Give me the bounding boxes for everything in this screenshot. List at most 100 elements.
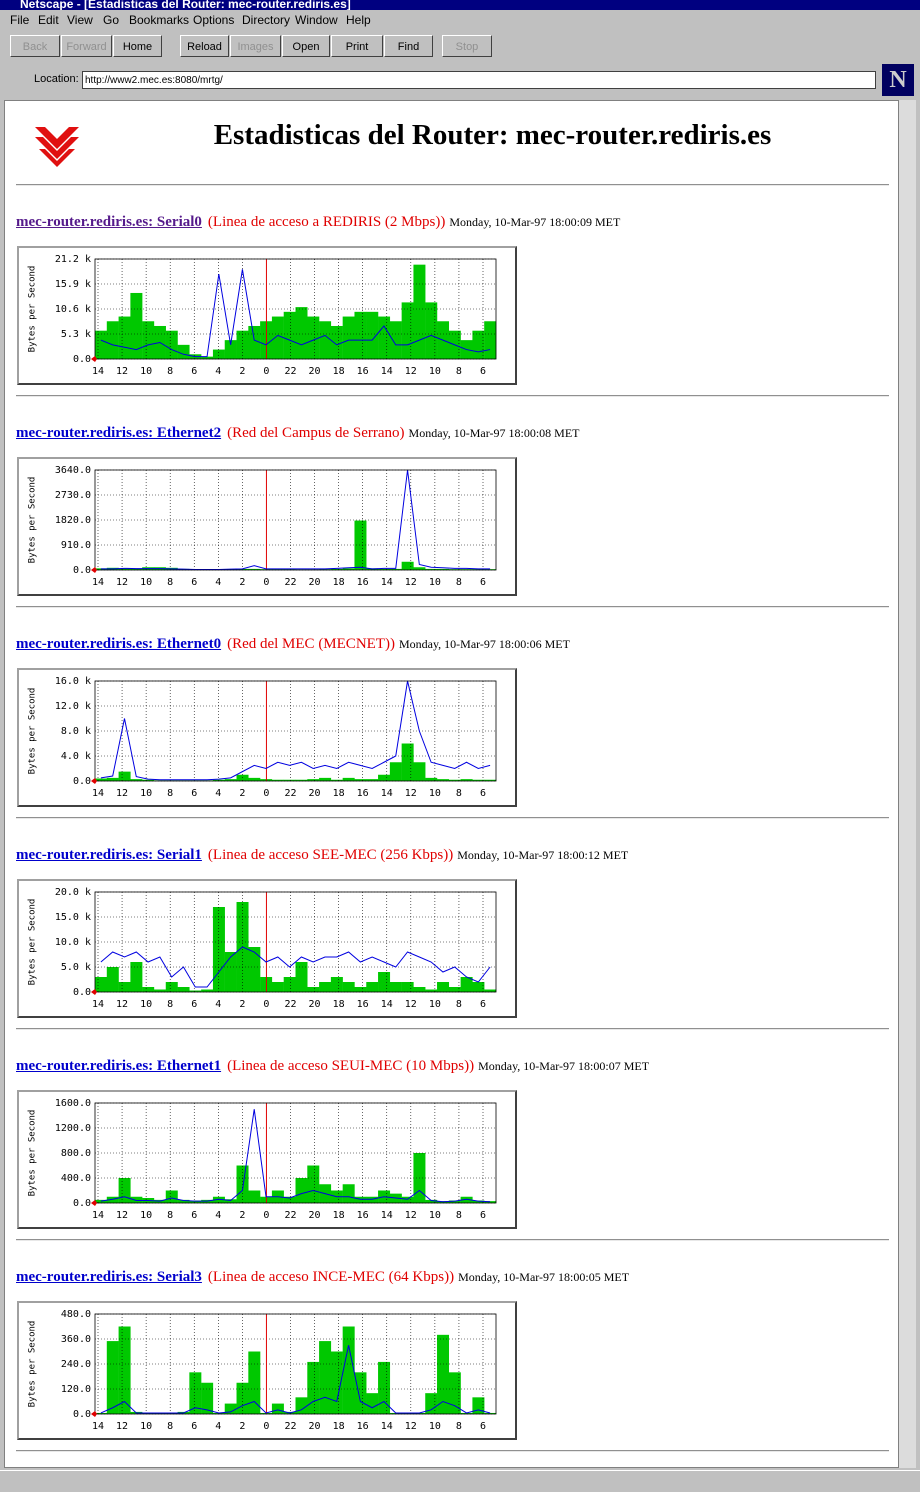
scrollbar[interactable] — [899, 100, 916, 1468]
x-tick-label: 12 — [405, 788, 417, 799]
x-tick-label: 2 — [239, 1210, 245, 1221]
graph-link[interactable]: mec-router.rediris.es: Ethernet2 — [16, 425, 222, 441]
toolbar-button[interactable]: Open — [282, 35, 330, 57]
input-bar — [283, 779, 296, 781]
input-bar — [413, 762, 426, 781]
input-bar — [106, 1196, 119, 1203]
input-bar — [484, 1201, 497, 1203]
x-tick-label: 4 — [215, 999, 221, 1010]
toolbar-button[interactable]: Find — [384, 35, 433, 57]
x-tick-label: 8 — [456, 1210, 462, 1221]
menu-item[interactable]: Help — [346, 13, 371, 27]
graph-link[interactable]: mec-router.rediris.es: Serial1 — [16, 847, 202, 863]
y-tick-label: 910.0 — [61, 540, 91, 551]
input-bar — [330, 568, 343, 570]
input-bar — [118, 316, 131, 359]
input-bar — [142, 321, 155, 359]
graph-heading: mec-router.rediris.es: Ethernet0 (Red del… — [16, 635, 570, 653]
x-tick-label: 14 — [381, 1421, 393, 1432]
input-bar — [295, 962, 308, 992]
input-bar — [248, 947, 261, 992]
plot-border — [94, 258, 497, 360]
menu-item[interactable]: View — [67, 13, 93, 27]
plot-border — [94, 891, 497, 993]
y-tick-label: 1200.0 — [55, 1123, 91, 1134]
x-tick-label: 8 — [456, 1421, 462, 1432]
y-tick-label: 2730.0 — [55, 490, 91, 501]
input-bar — [106, 777, 119, 781]
graph-description: (Linea de acceso a REDIRIS (2 Mbps)) — [207, 214, 446, 230]
x-tick-label: 6 — [191, 1421, 197, 1432]
menu-item[interactable]: Options — [193, 13, 235, 27]
input-bar — [189, 1200, 202, 1203]
url-field[interactable]: http://www2.mec.es:8080/mrtg/ — [82, 71, 876, 89]
graph-link[interactable]: mec-router.rediris.es: Ethernet1 — [16, 1058, 222, 1074]
graph-link[interactable]: mec-router.rediris.es: Serial0 — [16, 214, 202, 230]
input-bar — [118, 1178, 131, 1203]
plot-border — [94, 1313, 497, 1415]
x-tick-label: 18 — [333, 1421, 345, 1432]
menu-item[interactable]: File — [10, 13, 30, 27]
toolbar-button[interactable]: Home — [113, 35, 162, 57]
input-bar — [460, 569, 473, 570]
toolbar-button[interactable]: Print — [331, 35, 383, 57]
input-bar — [448, 1200, 461, 1203]
y-tick-label: 800.0 — [61, 1148, 91, 1159]
toolbar-button[interactable]: Reload — [180, 35, 229, 57]
origin-arrow — [91, 778, 97, 784]
location-label: Location: — [34, 73, 79, 85]
graph-link[interactable]: mec-router.rediris.es: Ethernet0 — [16, 636, 222, 652]
x-tick-label: 14 — [92, 788, 104, 799]
x-tick-label: 12 — [116, 1210, 128, 1221]
x-tick-label: 12 — [116, 999, 128, 1010]
input-bar — [212, 1196, 225, 1203]
input-bar — [389, 982, 402, 992]
x-tick-label: 10 — [140, 577, 152, 588]
graph-heading: mec-router.rediris.es: Ethernet1 (Linea d… — [16, 1057, 649, 1075]
input-bar — [354, 520, 367, 570]
menu-item[interactable]: Window — [295, 13, 338, 27]
graph-link[interactable]: mec-router.rediris.es: Serial3 — [16, 1269, 202, 1285]
x-tick-label: 14 — [381, 788, 393, 799]
y-tick-label: 5.0 k — [61, 962, 91, 973]
y-tick-label: 12.0 k — [55, 701, 91, 712]
input-bar — [342, 1184, 355, 1203]
divider — [16, 817, 889, 819]
toolbar-button: Images — [230, 35, 281, 57]
input-bar — [342, 568, 355, 570]
graph-frame: 0.0 910.0 1820.0 2730.0 3640.0 14 12 10 8 6 4 2 0 22 2… — [17, 457, 517, 596]
input-bar — [248, 325, 261, 359]
input-bar — [224, 779, 237, 781]
output-line — [100, 269, 491, 358]
x-tick-label: 12 — [405, 1210, 417, 1221]
x-tick-label: 14 — [381, 999, 393, 1010]
toolbar-button: Back — [10, 35, 60, 57]
input-bar — [472, 1397, 485, 1414]
x-tick-label: 22 — [284, 1210, 296, 1221]
menu-item[interactable]: Go — [103, 13, 120, 27]
x-tick-label: 20 — [309, 788, 321, 799]
x-tick-label: 6 — [480, 788, 486, 799]
input-bar — [271, 779, 284, 781]
x-tick-label: 10 — [140, 999, 152, 1010]
x-tick-label: 18 — [333, 1210, 345, 1221]
input-bar — [319, 1341, 332, 1414]
input-bar — [354, 779, 367, 781]
menu-item[interactable]: Directory — [242, 13, 291, 27]
input-bar — [401, 1196, 414, 1203]
input-bar — [389, 321, 402, 359]
menu-item[interactable]: Edit — [38, 13, 59, 27]
input-bar — [212, 349, 225, 359]
x-tick-label: 4 — [215, 1210, 221, 1221]
y-axis-label: Bytes per Second — [28, 477, 38, 564]
input-bar — [142, 987, 155, 992]
origin-arrow — [91, 567, 97, 573]
input-bar — [248, 1190, 261, 1203]
x-tick-label: 22 — [284, 366, 296, 377]
input-bar — [130, 568, 143, 570]
input-bar — [236, 330, 249, 359]
input-bar — [307, 987, 320, 992]
input-bar — [448, 779, 461, 781]
menu-item[interactable]: Bookmarks — [129, 13, 190, 27]
